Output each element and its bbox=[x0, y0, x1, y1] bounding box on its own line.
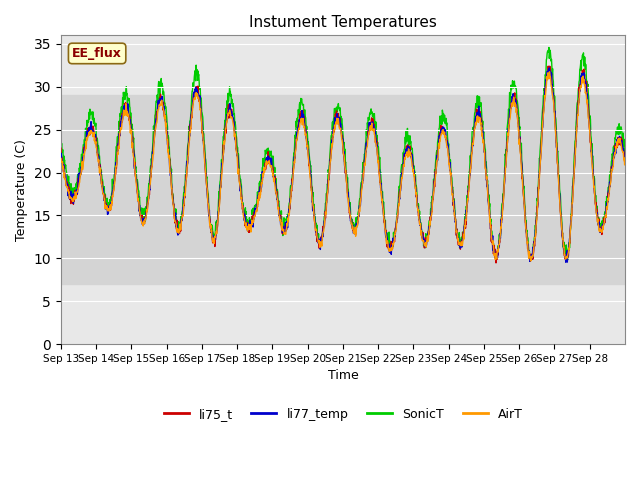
Bar bbox=[61, 96, 625, 284]
li75_t bbox=[476, 108, 484, 114]
SonicT bbox=[328, 123, 336, 129]
li75_t bbox=[614, 142, 622, 148]
Line: li77_temp: li77_temp bbox=[61, 68, 625, 262]
AirT bbox=[546, 69, 554, 75]
SonicT bbox=[614, 132, 622, 137]
SonicT bbox=[317, 234, 325, 240]
li75_t bbox=[492, 260, 500, 266]
li77_temp bbox=[145, 192, 153, 197]
li77_temp bbox=[559, 239, 567, 244]
Line: li75_t: li75_t bbox=[61, 66, 625, 263]
X-axis label: Time: Time bbox=[328, 370, 358, 383]
AirT bbox=[476, 115, 484, 120]
AirT bbox=[621, 161, 629, 167]
li77_temp bbox=[562, 259, 570, 265]
li75_t bbox=[559, 239, 567, 245]
li75_t bbox=[545, 63, 552, 69]
li75_t bbox=[328, 136, 336, 142]
li75_t bbox=[145, 190, 153, 196]
li77_temp bbox=[328, 137, 336, 143]
Line: AirT: AirT bbox=[61, 72, 625, 261]
Line: SonicT: SonicT bbox=[61, 48, 625, 260]
Y-axis label: Temperature (C): Temperature (C) bbox=[15, 139, 28, 240]
SonicT bbox=[564, 257, 572, 263]
AirT bbox=[527, 258, 534, 264]
Text: EE_flux: EE_flux bbox=[72, 47, 122, 60]
li75_t bbox=[57, 145, 65, 151]
li77_temp bbox=[621, 156, 629, 162]
li77_temp bbox=[317, 236, 325, 241]
SonicT bbox=[57, 142, 65, 148]
SonicT bbox=[476, 103, 484, 108]
li77_temp bbox=[545, 65, 553, 71]
Legend: li75_t, li77_temp, SonicT, AirT: li75_t, li77_temp, SonicT, AirT bbox=[159, 403, 527, 426]
AirT bbox=[559, 240, 567, 245]
li77_temp bbox=[476, 112, 484, 118]
Title: Instument Temperatures: Instument Temperatures bbox=[249, 15, 437, 30]
li75_t bbox=[317, 233, 325, 239]
AirT bbox=[57, 156, 65, 161]
SonicT bbox=[545, 45, 553, 50]
AirT bbox=[145, 190, 153, 195]
AirT bbox=[328, 144, 336, 150]
SonicT bbox=[559, 241, 567, 247]
li77_temp bbox=[57, 151, 65, 157]
li77_temp bbox=[614, 135, 622, 141]
SonicT bbox=[145, 183, 153, 189]
SonicT bbox=[621, 147, 629, 153]
AirT bbox=[317, 240, 325, 245]
AirT bbox=[614, 137, 622, 143]
li75_t bbox=[621, 154, 629, 159]
